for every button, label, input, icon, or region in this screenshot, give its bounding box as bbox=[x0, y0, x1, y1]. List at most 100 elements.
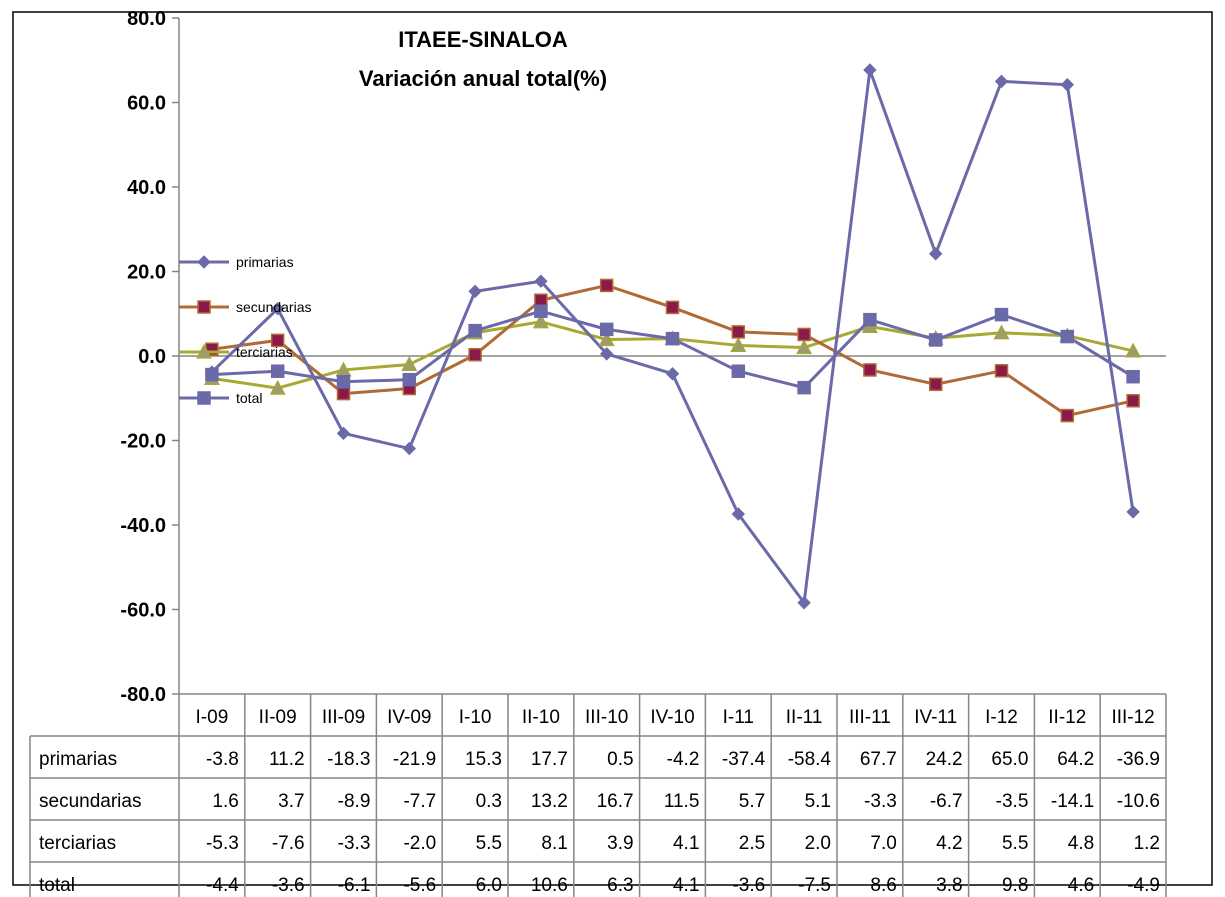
table-value: 1.2 bbox=[1134, 833, 1160, 854]
point-primarias bbox=[402, 441, 417, 456]
x-category-label: III-12 bbox=[1111, 707, 1154, 728]
point-total bbox=[468, 323, 482, 338]
y-tick-label: 20.0 bbox=[127, 262, 166, 284]
point-total bbox=[928, 333, 943, 347]
table-value: 64.2 bbox=[1057, 749, 1094, 770]
point-primarias bbox=[665, 367, 680, 381]
table-value: -3.6 bbox=[272, 875, 305, 896]
point-secundarias bbox=[994, 364, 1009, 378]
table-value: 10.6 bbox=[531, 875, 568, 896]
table-value: -10.6 bbox=[1117, 791, 1160, 812]
point-secundarias bbox=[270, 333, 285, 348]
point-secundarias bbox=[928, 377, 943, 392]
point-terciarias bbox=[796, 339, 813, 355]
table-value: -18.3 bbox=[327, 749, 370, 770]
point-total bbox=[599, 322, 614, 337]
point-secundarias bbox=[1126, 394, 1140, 408]
table-value: 4.2 bbox=[936, 833, 962, 854]
point-primarias bbox=[731, 507, 746, 521]
table-value: -6.7 bbox=[930, 791, 963, 812]
table-value: 67.7 bbox=[860, 749, 897, 770]
table-value: -36.9 bbox=[1117, 749, 1160, 770]
point-total bbox=[336, 375, 351, 389]
table-value: 3.7 bbox=[278, 791, 304, 812]
table-value: -3.3 bbox=[864, 791, 897, 812]
table-value: 8.1 bbox=[541, 833, 567, 854]
y-tick-label: -20.0 bbox=[120, 431, 166, 453]
table-value: 7.0 bbox=[870, 833, 896, 854]
table-value: -5.6 bbox=[403, 875, 436, 896]
table-value: 4.1 bbox=[673, 833, 699, 854]
table-value: 65.0 bbox=[991, 749, 1028, 770]
x-category-label: II-09 bbox=[259, 707, 297, 728]
table-value: -3.5 bbox=[996, 791, 1029, 812]
point-primarias bbox=[468, 284, 482, 299]
x-category-label: III-09 bbox=[322, 707, 365, 728]
legend-label: primarias bbox=[236, 254, 294, 270]
x-category-label: II-11 bbox=[786, 707, 823, 728]
point-secundarias bbox=[731, 325, 746, 339]
table-value: -2.0 bbox=[403, 833, 436, 854]
x-category-label: IV-09 bbox=[387, 707, 431, 728]
x-category-label: I-09 bbox=[196, 707, 229, 728]
legend-marker-secundarias bbox=[197, 300, 211, 314]
point-total bbox=[994, 307, 1009, 322]
table-value: -3.6 bbox=[732, 875, 765, 896]
chart-frame bbox=[12, 11, 1213, 886]
table-value: -3.3 bbox=[338, 833, 371, 854]
x-category-label: II-10 bbox=[522, 707, 560, 728]
table-row-label: total bbox=[39, 875, 75, 896]
point-secundarias bbox=[863, 363, 877, 377]
table-value: 2.0 bbox=[805, 833, 831, 854]
x-category-label: IV-10 bbox=[650, 707, 694, 728]
table-value: 4.8 bbox=[1068, 833, 1094, 854]
point-terciarias bbox=[532, 313, 549, 329]
legend-label: secundarias bbox=[236, 299, 312, 315]
point-terciarias bbox=[730, 337, 747, 353]
table-value: 1.6 bbox=[212, 791, 238, 812]
table-value: 5.5 bbox=[476, 833, 502, 854]
table-value: 24.2 bbox=[926, 749, 963, 770]
table-value: -8.9 bbox=[338, 791, 371, 812]
table-value: -37.4 bbox=[722, 749, 766, 770]
point-primarias bbox=[336, 426, 351, 441]
point-total bbox=[270, 364, 285, 378]
chart-subtitle: Variación anual total(%) bbox=[359, 66, 607, 91]
point-terciarias bbox=[993, 324, 1010, 340]
point-secundarias bbox=[665, 300, 680, 315]
table-value: 11.5 bbox=[664, 791, 700, 812]
x-category-label: II-12 bbox=[1048, 707, 1086, 728]
table-value: -4.4 bbox=[206, 875, 239, 896]
table-row-label: primarias bbox=[39, 749, 117, 770]
legend-label: total bbox=[236, 390, 262, 406]
table-value: -21.9 bbox=[393, 749, 436, 770]
x-category-label: I-11 bbox=[723, 707, 754, 728]
x-category-label: III-11 bbox=[849, 707, 891, 728]
chart-title: ITAEE-SINALOA bbox=[398, 27, 568, 52]
table-value: -6.1 bbox=[338, 875, 371, 896]
y-tick-label: -60.0 bbox=[120, 600, 166, 622]
table-value: -7.6 bbox=[272, 833, 305, 854]
point-total bbox=[1060, 329, 1075, 344]
legend-marker-primarias bbox=[197, 255, 211, 269]
table-value: -7.5 bbox=[798, 875, 831, 896]
y-tick-label: 80.0 bbox=[127, 8, 166, 30]
x-category-label: IV-11 bbox=[914, 707, 957, 728]
point-total bbox=[731, 364, 746, 378]
table-value: 5.1 bbox=[805, 791, 831, 812]
point-total bbox=[665, 331, 680, 346]
table-value: 4.6 bbox=[1068, 875, 1094, 896]
y-tick-label: 60.0 bbox=[127, 93, 166, 115]
table-value: -5.3 bbox=[206, 833, 239, 854]
point-primarias bbox=[599, 347, 614, 361]
table-value: 6.0 bbox=[476, 875, 502, 896]
point-primarias bbox=[863, 63, 877, 77]
point-total bbox=[1126, 369, 1140, 384]
point-total bbox=[797, 380, 811, 395]
point-total bbox=[863, 312, 877, 327]
y-tick-label: -40.0 bbox=[120, 515, 166, 537]
point-secundarias bbox=[336, 386, 351, 401]
point-terciarias bbox=[1125, 342, 1142, 358]
point-primarias bbox=[928, 247, 943, 261]
table-value: 16.7 bbox=[597, 791, 634, 812]
